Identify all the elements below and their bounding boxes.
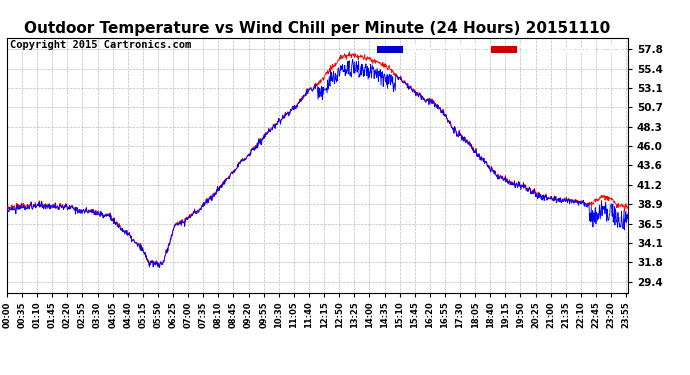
Legend: Wind Chill (°F), Temperature (°F): Wind Chill (°F), Temperature (°F) — [375, 43, 622, 57]
Text: Copyright 2015 Cartronics.com: Copyright 2015 Cartronics.com — [10, 40, 191, 50]
Title: Outdoor Temperature vs Wind Chill per Minute (24 Hours) 20151110: Outdoor Temperature vs Wind Chill per Mi… — [24, 21, 611, 36]
